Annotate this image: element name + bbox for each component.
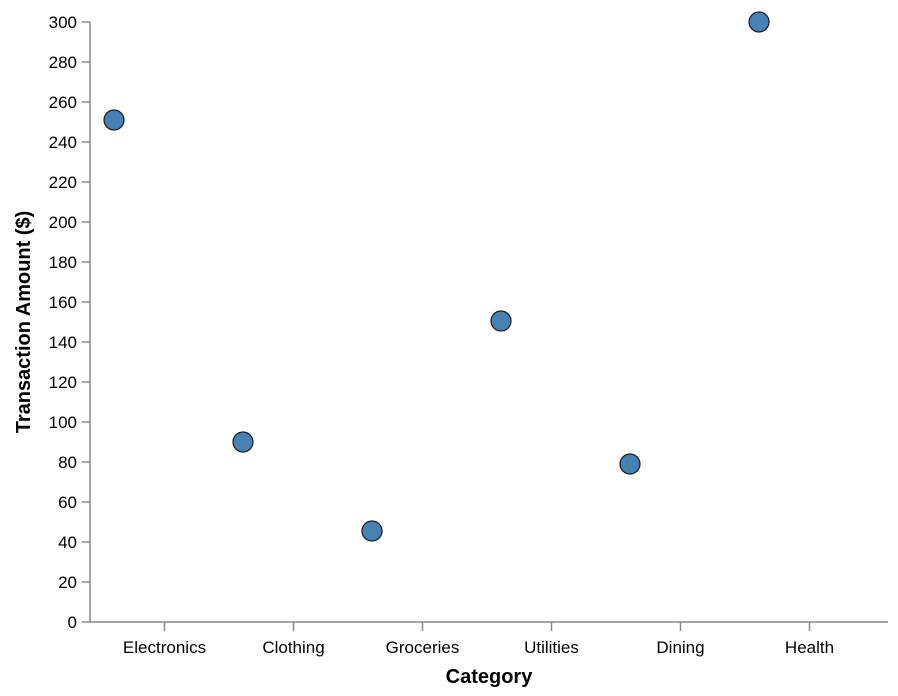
data-point — [361, 520, 383, 542]
y-tick-label: 60 — [58, 493, 77, 512]
y-tick-label: 80 — [58, 453, 77, 472]
x-axis: Electronics Clothing Groceries Utilities Din… — [90, 621, 888, 657]
y-tick-label: 140 — [49, 333, 77, 352]
x-tick-label: Groceries — [386, 638, 460, 657]
data-points — [103, 11, 770, 542]
y-tick-label: 100 — [49, 413, 77, 432]
data-point — [232, 431, 254, 453]
y-tick-label: 20 — [58, 573, 77, 592]
x-tick-label: Utilities — [524, 638, 579, 657]
y-tick-label: 120 — [49, 373, 77, 392]
x-tick-label: Health — [785, 638, 834, 657]
y-tick-label: 200 — [49, 213, 77, 232]
data-point — [490, 310, 512, 332]
y-axis-title: Transaction Amount ($) — [13, 211, 35, 434]
y-tick-label: 220 — [49, 173, 77, 192]
y-tick-label: 160 — [49, 293, 77, 312]
x-tick-label: Electronics — [123, 638, 206, 657]
y-tick-label: 180 — [49, 253, 77, 272]
data-point — [748, 11, 770, 33]
y-tick-label: 40 — [58, 533, 77, 552]
y-tick-label: 260 — [49, 93, 77, 112]
y-axis: 0 20 40 60 80 100 120 140 160 180 200 220 240 260 280 3… — [49, 13, 91, 632]
x-tick-label: Dining — [656, 638, 704, 657]
y-tick-label: 300 — [49, 13, 77, 32]
x-axis-title: Category — [446, 666, 534, 688]
data-point — [103, 109, 125, 131]
y-tick-label: 240 — [49, 133, 77, 152]
x-tick-label: Clothing — [262, 638, 324, 657]
data-point — [619, 453, 641, 475]
y-tick-label: 0 — [68, 613, 77, 632]
y-tick-label: 280 — [49, 53, 77, 72]
